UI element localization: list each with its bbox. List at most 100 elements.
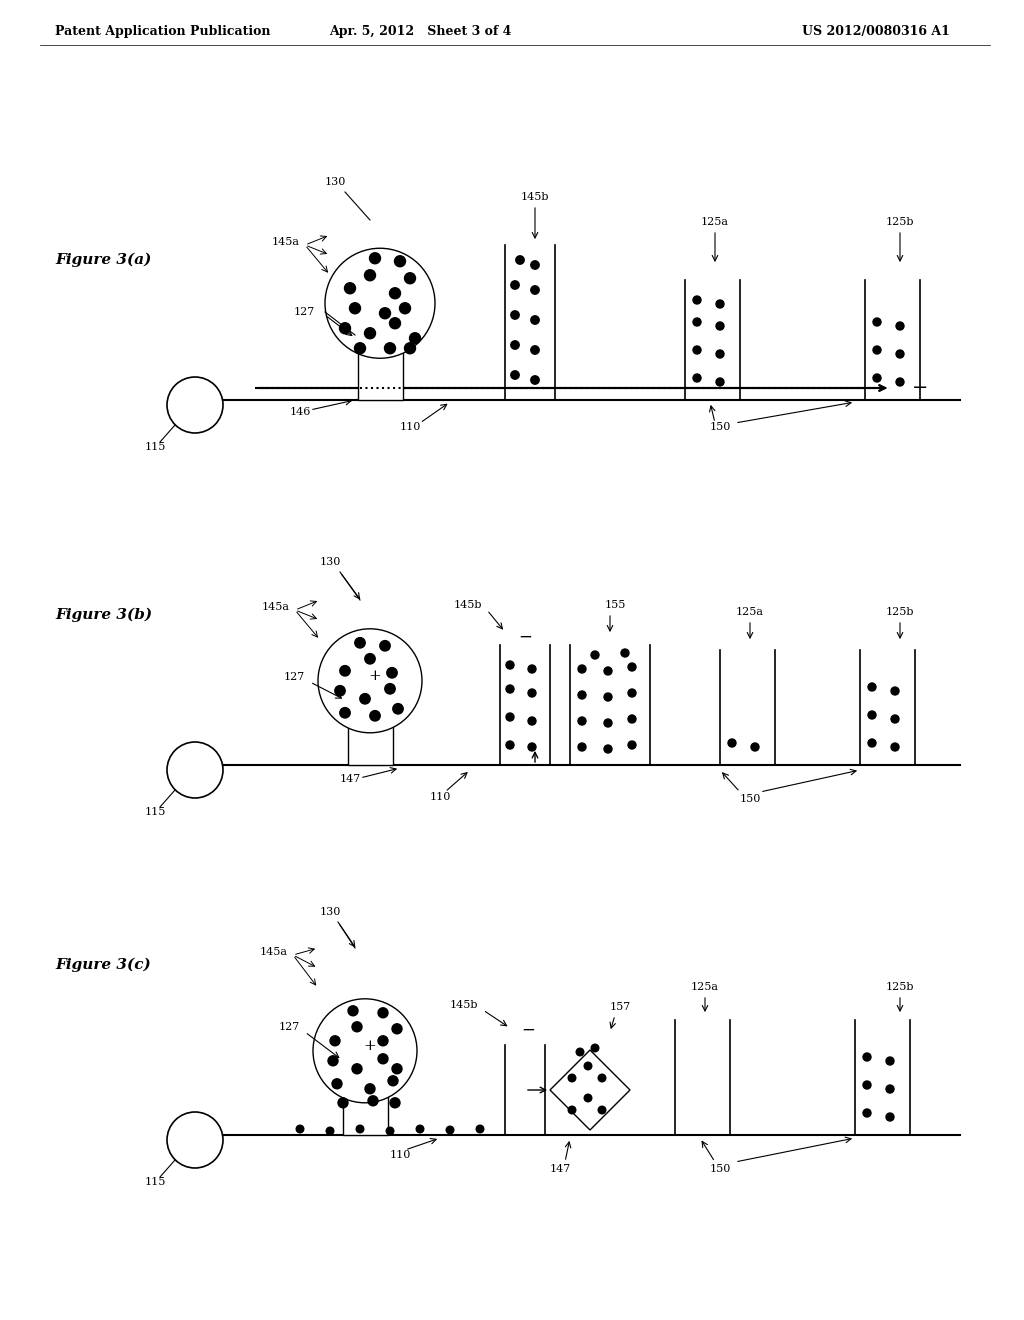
- Circle shape: [511, 310, 519, 319]
- Text: 145b: 145b: [450, 1001, 478, 1010]
- Text: 115: 115: [144, 442, 166, 451]
- Text: 110: 110: [389, 1150, 411, 1160]
- Text: 157: 157: [609, 1002, 631, 1012]
- Text: Figure 3(c): Figure 3(c): [55, 958, 151, 973]
- Circle shape: [344, 282, 355, 294]
- Circle shape: [886, 1113, 894, 1121]
- Text: 125b: 125b: [886, 607, 914, 616]
- Circle shape: [628, 689, 636, 697]
- Circle shape: [528, 689, 536, 697]
- Circle shape: [330, 1036, 340, 1045]
- Circle shape: [365, 327, 376, 339]
- Circle shape: [378, 1007, 388, 1018]
- Circle shape: [506, 685, 514, 693]
- Circle shape: [335, 685, 345, 696]
- Text: 155: 155: [604, 601, 626, 610]
- Circle shape: [604, 667, 612, 675]
- Circle shape: [511, 341, 519, 350]
- Circle shape: [167, 378, 223, 433]
- Polygon shape: [550, 1049, 630, 1130]
- Circle shape: [340, 323, 350, 334]
- Circle shape: [352, 1064, 362, 1073]
- Circle shape: [568, 1106, 575, 1114]
- Circle shape: [598, 1074, 606, 1082]
- Circle shape: [604, 719, 612, 727]
- Circle shape: [693, 318, 701, 326]
- Circle shape: [384, 343, 395, 354]
- Text: 127: 127: [279, 1022, 300, 1032]
- Circle shape: [868, 682, 876, 690]
- Circle shape: [394, 256, 406, 267]
- Text: +: +: [369, 669, 381, 682]
- Circle shape: [886, 1085, 894, 1093]
- Circle shape: [404, 343, 416, 354]
- Circle shape: [325, 248, 435, 358]
- Circle shape: [891, 743, 899, 751]
- Circle shape: [863, 1081, 871, 1089]
- Text: +: +: [172, 379, 188, 397]
- Text: US 2012/0080316 A1: US 2012/0080316 A1: [802, 25, 950, 38]
- Text: −: −: [521, 1022, 535, 1039]
- Circle shape: [577, 1048, 584, 1056]
- Circle shape: [628, 715, 636, 723]
- Text: 146: 146: [290, 407, 310, 417]
- Text: 130: 130: [319, 557, 341, 568]
- Circle shape: [528, 665, 536, 673]
- Circle shape: [349, 302, 360, 314]
- Circle shape: [578, 665, 586, 673]
- Circle shape: [863, 1053, 871, 1061]
- Circle shape: [388, 1076, 398, 1086]
- Text: Figure 3(b): Figure 3(b): [55, 607, 153, 622]
- Circle shape: [393, 704, 403, 714]
- Circle shape: [868, 739, 876, 747]
- Text: 145b: 145b: [521, 191, 549, 202]
- Text: 125a: 125a: [701, 216, 729, 227]
- Text: 145b: 145b: [454, 601, 482, 610]
- Circle shape: [389, 288, 400, 298]
- Circle shape: [896, 322, 904, 330]
- Text: Figure 3(a): Figure 3(a): [55, 253, 152, 267]
- Text: 145a: 145a: [272, 238, 300, 247]
- Circle shape: [365, 1084, 375, 1094]
- Text: 115: 115: [144, 807, 166, 817]
- Circle shape: [591, 651, 599, 659]
- Text: 147: 147: [339, 774, 360, 784]
- Circle shape: [340, 708, 350, 718]
- Circle shape: [380, 308, 390, 318]
- Text: 127: 127: [294, 308, 315, 317]
- Circle shape: [354, 343, 366, 354]
- Text: 145a: 145a: [260, 946, 288, 957]
- Circle shape: [328, 1056, 338, 1065]
- Text: 110: 110: [429, 792, 451, 803]
- Circle shape: [578, 690, 586, 700]
- Text: Apr. 5, 2012   Sheet 3 of 4: Apr. 5, 2012 Sheet 3 of 4: [329, 25, 511, 38]
- Circle shape: [392, 1064, 402, 1073]
- Circle shape: [506, 741, 514, 748]
- Circle shape: [386, 1127, 394, 1135]
- Circle shape: [318, 628, 422, 733]
- Circle shape: [528, 717, 536, 725]
- Text: 125b: 125b: [886, 216, 914, 227]
- Circle shape: [530, 286, 540, 294]
- Text: 125b: 125b: [886, 982, 914, 993]
- Circle shape: [716, 322, 724, 330]
- Circle shape: [751, 743, 759, 751]
- Circle shape: [528, 743, 536, 751]
- Circle shape: [359, 693, 371, 704]
- Circle shape: [693, 296, 701, 304]
- Text: 125a: 125a: [736, 607, 764, 616]
- Text: 147: 147: [549, 1164, 570, 1173]
- Circle shape: [387, 668, 397, 678]
- Circle shape: [868, 711, 876, 719]
- Circle shape: [604, 693, 612, 701]
- Circle shape: [716, 300, 724, 308]
- Circle shape: [389, 318, 400, 329]
- Circle shape: [340, 665, 350, 676]
- Circle shape: [568, 1074, 575, 1082]
- Circle shape: [693, 374, 701, 381]
- Circle shape: [392, 1024, 402, 1034]
- Text: Patent Application Publication: Patent Application Publication: [55, 25, 270, 38]
- Circle shape: [327, 1127, 334, 1135]
- Circle shape: [296, 1125, 304, 1133]
- Circle shape: [356, 1125, 364, 1133]
